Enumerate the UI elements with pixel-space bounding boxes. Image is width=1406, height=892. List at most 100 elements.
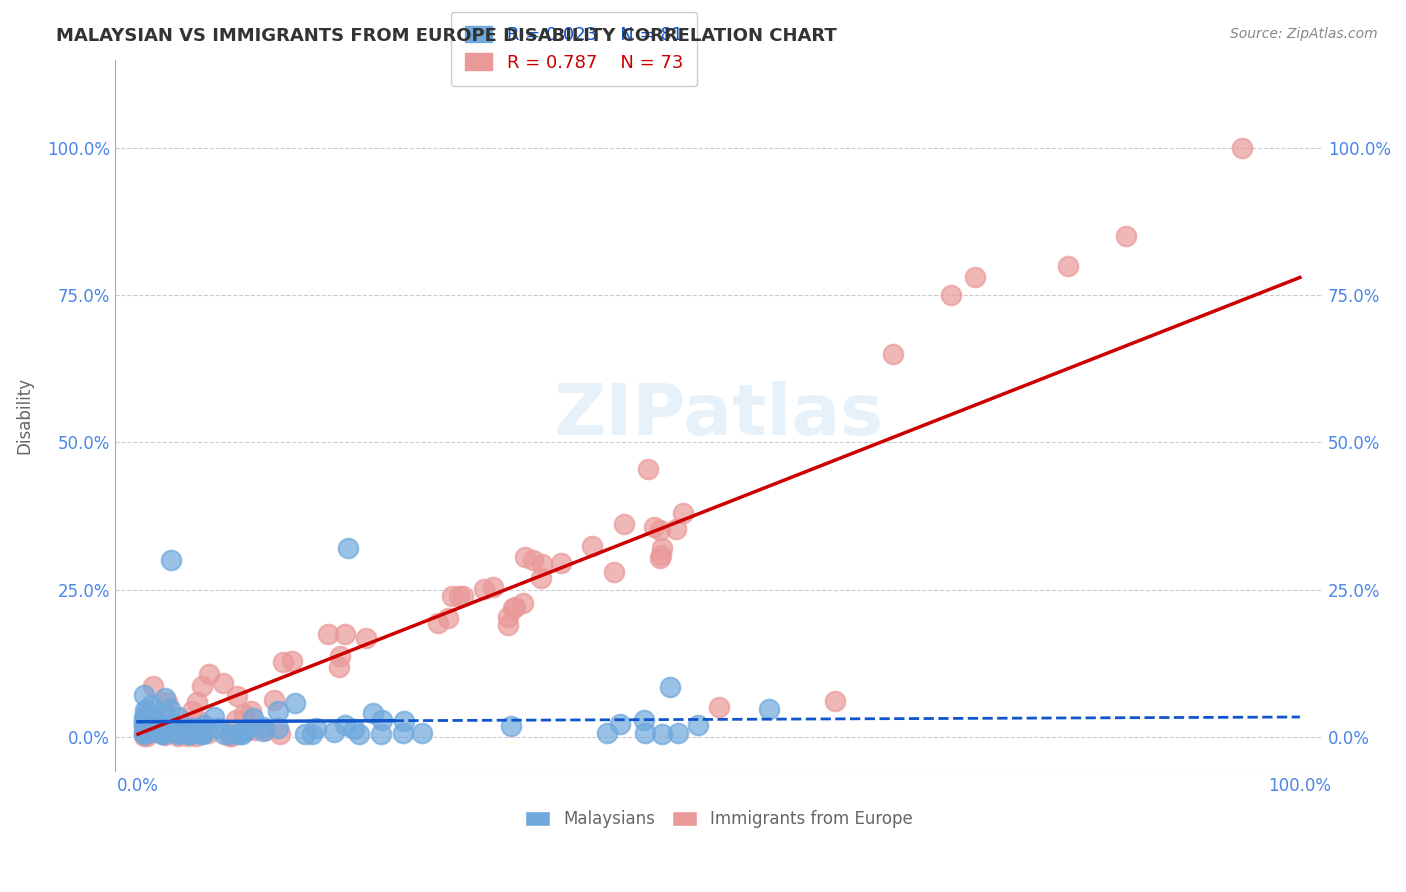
Point: [648, 551, 671, 566]
Point: [603, 565, 626, 579]
Point: [152, 727, 174, 741]
Point: [824, 694, 846, 708]
Point: [139, 725, 162, 739]
Point: [135, 729, 157, 743]
Point: [177, 726, 200, 740]
Point: [1056, 259, 1078, 273]
Point: [159, 553, 181, 567]
Y-axis label: Disability: Disability: [15, 377, 32, 454]
Point: [281, 653, 304, 667]
Point: [132, 721, 155, 735]
Point: [882, 347, 904, 361]
Point: [522, 552, 544, 566]
Point: [271, 655, 294, 669]
Point: [188, 722, 211, 736]
Point: [212, 727, 235, 741]
Point: [132, 688, 155, 702]
Point: [301, 727, 323, 741]
Point: [169, 726, 191, 740]
Legend: Malaysians, Immigrants from Europe: Malaysians, Immigrants from Europe: [519, 804, 920, 835]
Point: [188, 714, 211, 729]
Point: [134, 703, 156, 717]
Point: [167, 729, 190, 743]
Point: [233, 706, 256, 721]
Point: [322, 724, 344, 739]
Point: [336, 541, 359, 556]
Point: [219, 729, 242, 743]
Point: [181, 705, 204, 719]
Point: [132, 718, 155, 732]
Point: [242, 710, 264, 724]
Point: [156, 695, 179, 709]
Point: [437, 611, 460, 625]
Point: [141, 722, 163, 736]
Point: [651, 541, 673, 555]
Point: [451, 589, 474, 603]
Point: [233, 723, 256, 738]
Point: [637, 462, 659, 476]
Point: [267, 722, 290, 736]
Point: [179, 727, 201, 741]
Point: [190, 727, 212, 741]
Point: [228, 726, 250, 740]
Point: [392, 725, 415, 739]
Point: [343, 722, 366, 736]
Point: [634, 726, 657, 740]
Point: [1230, 141, 1253, 155]
Point: [150, 716, 173, 731]
Point: [167, 710, 190, 724]
Text: ZIPatlas: ZIPatlas: [554, 381, 884, 450]
Point: [191, 722, 214, 736]
Text: Source: ZipAtlas.com: Source: ZipAtlas.com: [1230, 27, 1378, 41]
Point: [496, 610, 519, 624]
Point: [142, 713, 165, 727]
Point: [671, 506, 693, 520]
Point: [177, 729, 200, 743]
Point: [665, 522, 688, 536]
Point: [184, 729, 207, 743]
Point: [141, 721, 163, 735]
Point: [496, 618, 519, 632]
Point: [138, 712, 160, 726]
Point: [651, 727, 673, 741]
Point: [197, 725, 219, 739]
Point: [686, 718, 709, 732]
Point: [1115, 229, 1137, 244]
Point: [219, 729, 242, 743]
Point: [530, 557, 553, 571]
Point: [132, 714, 155, 729]
Point: [132, 727, 155, 741]
Point: [427, 615, 450, 630]
Point: [136, 703, 159, 717]
Point: [515, 550, 537, 565]
Point: [231, 727, 253, 741]
Point: [252, 724, 274, 739]
Point: [132, 729, 155, 743]
Point: [394, 714, 416, 729]
Point: [370, 727, 392, 741]
Point: [240, 704, 263, 718]
Point: [134, 715, 156, 730]
Point: [707, 700, 730, 714]
Point: [284, 696, 307, 710]
Point: [212, 676, 235, 690]
Point: [411, 726, 433, 740]
Point: [941, 288, 963, 302]
Point: [328, 660, 350, 674]
Point: [245, 723, 267, 737]
Point: [333, 627, 356, 641]
Point: [503, 600, 526, 615]
Point: [371, 713, 394, 727]
Point: [148, 723, 170, 738]
Point: [142, 724, 165, 739]
Point: [481, 580, 503, 594]
Point: [440, 589, 463, 603]
Point: [186, 695, 208, 709]
Point: [159, 701, 181, 715]
Point: [155, 728, 177, 742]
Point: [181, 721, 204, 735]
Point: [633, 713, 655, 727]
Point: [150, 727, 173, 741]
Point: [648, 524, 671, 538]
Point: [225, 689, 247, 703]
